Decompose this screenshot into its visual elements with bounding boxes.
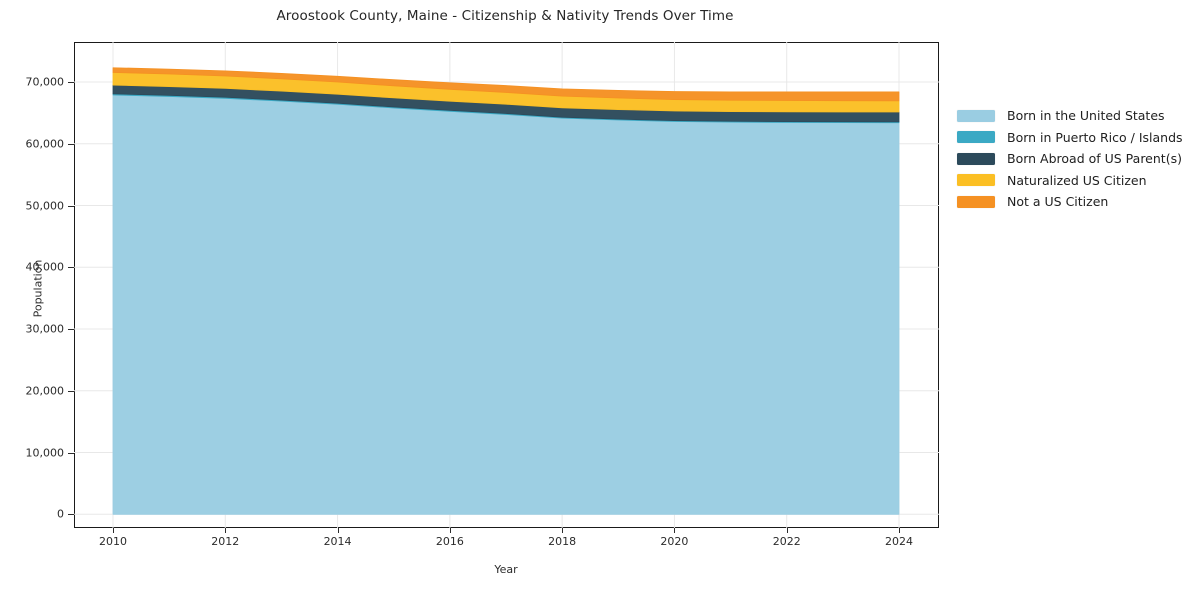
x-axis-label: Year [494,563,518,576]
legend-item-label: Not a US Citizen [1007,194,1109,210]
y-axis-tick-mark [68,267,74,269]
x-axis-tick-mark [113,528,114,533]
x-axis-tick-mark [786,528,788,533]
y-axis-tick-label: 50,000 [25,199,65,212]
y-axis-tick-mark [68,329,74,331]
legend-item[interactable]: Not a US Citizen [957,191,1189,213]
legend-item[interactable]: Born in the United States [957,105,1189,127]
legend-item-label: Born in Puerto Rico / Islands [1007,129,1183,145]
y-axis-tick-label: 40,000 [25,260,65,274]
legend-swatch-icon [957,109,995,122]
y-axis-label: Population [31,259,45,318]
y-axis-tick-label: 60,000 [25,137,65,151]
x-axis-tick-mark [225,528,227,533]
y-axis-tick-mark [68,452,74,454]
y-axis-tick-label: 0 [57,507,64,521]
x-axis-tick-mark [562,528,564,533]
stacked-area-plot [74,42,939,528]
chart-legend: Born in the United States Born in Puerto … [957,105,1189,213]
x-axis-tick-label: 2012 [211,535,240,548]
y-axis-tick-mark [68,143,74,145]
x-axis-tick-label: 2018 [548,535,577,548]
x-axis-tick-label: 2024 [885,535,913,548]
legend-item[interactable]: Naturalized US Citizen [957,170,1189,192]
y-axis-tick-mark [68,205,74,207]
chart-title: Aroostook County, Maine - Citizenship & … [276,8,734,24]
area-series-group [112,67,900,515]
x-axis-tick-mark [337,528,339,533]
y-axis-tick-mark [68,390,74,392]
y-axis-tick-mark [68,82,74,83]
legend-item-label: Born Abroad of US Parent(s) [1007,151,1182,167]
y-axis-tick-label: 10,000 [25,446,65,460]
legend-item[interactable]: Born in Puerto Rico / Islands [957,127,1189,149]
x-axis-tick-label: 2016 [435,535,464,548]
legend-item-label: Naturalized US Citizen [1007,172,1147,188]
legend-item-label: Born in the United States [1007,108,1165,124]
y-axis-tick-mark [68,514,74,516]
legend-swatch-icon [957,195,995,208]
x-axis-tick-label: 2014 [323,535,352,548]
x-axis-tick-label: 2020 [660,535,689,548]
x-axis-tick-mark [449,528,451,533]
y-axis-tick-label: 20,000 [25,384,65,398]
x-axis-tick-mark [899,528,900,533]
legend-swatch-icon [957,131,995,144]
area-series [112,67,900,102]
x-axis-tick-label: 2010 [99,535,127,548]
y-axis-tick-label: 70,000 [25,75,65,89]
legend-swatch-icon [957,152,995,165]
legend-swatch-icon [957,174,995,187]
legend-item[interactable]: Born Abroad of US Parent(s) [957,148,1189,170]
x-axis-tick-mark [674,528,676,533]
y-axis-tick-label: 30,000 [25,322,65,336]
x-axis-tick-label: 2022 [772,535,801,548]
